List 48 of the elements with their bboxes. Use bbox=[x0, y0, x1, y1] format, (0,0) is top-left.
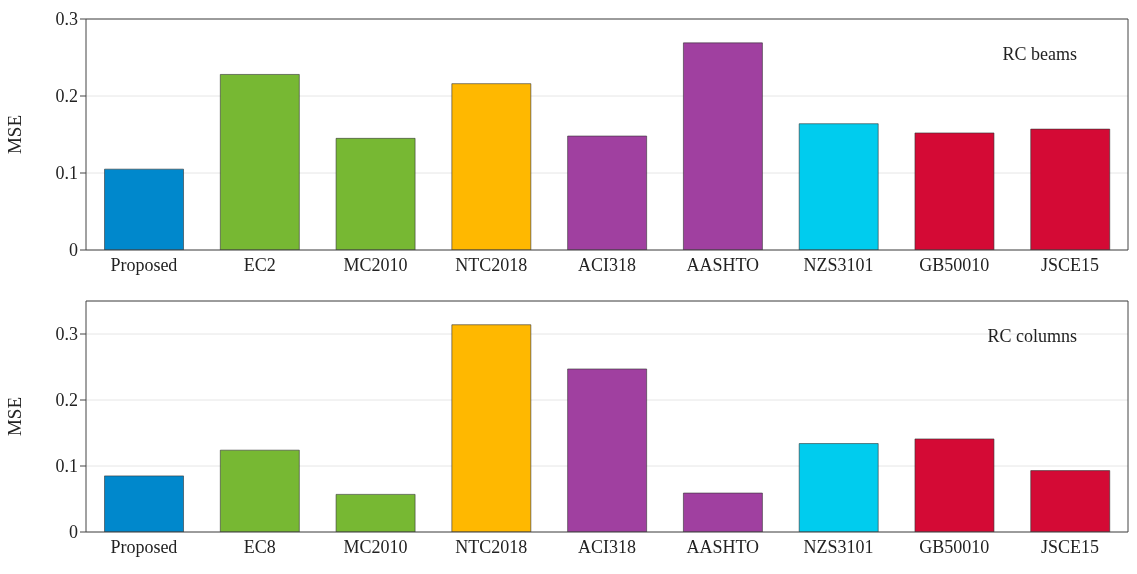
x-tick-label: NZS3101 bbox=[803, 254, 874, 275]
bar bbox=[335, 138, 416, 250]
x-tick-label: AASHTO bbox=[686, 254, 760, 275]
annotation: RC columns bbox=[987, 326, 1077, 347]
x-tick-label: JSCE15 bbox=[1041, 536, 1100, 557]
bar bbox=[798, 123, 879, 250]
x-tick-label: AASHTO bbox=[686, 536, 760, 557]
bar bbox=[451, 83, 532, 250]
y-tick-label: 0.3 bbox=[55, 9, 78, 30]
y-axis-title: MSE bbox=[3, 114, 25, 155]
x-tick-label: NTC2018 bbox=[455, 254, 528, 275]
y-tick-label: 0.1 bbox=[55, 163, 78, 184]
x-tick-label: EC2 bbox=[243, 254, 276, 275]
bar bbox=[104, 475, 184, 532]
x-tick-label: ACI318 bbox=[578, 254, 636, 275]
bar bbox=[914, 132, 995, 250]
y-tick-label: 0.3 bbox=[55, 324, 78, 345]
y-tick-label: 0.1 bbox=[55, 456, 78, 477]
bar bbox=[1030, 128, 1111, 250]
x-tick-label: GB50010 bbox=[919, 254, 990, 275]
y-tick-label: 0 bbox=[69, 240, 78, 261]
x-tick-label: EC8 bbox=[243, 536, 276, 557]
bar bbox=[683, 42, 763, 250]
x-tick-label: Proposed bbox=[110, 536, 178, 557]
y-tick-label: 0 bbox=[69, 522, 78, 543]
x-tick-label: JSCE15 bbox=[1041, 254, 1100, 275]
y-tick-label: 0.2 bbox=[55, 86, 78, 107]
y-tick-label: 0.2 bbox=[55, 390, 78, 411]
bar bbox=[914, 438, 995, 532]
x-tick-label: MC2010 bbox=[343, 254, 408, 275]
y-axis-title: MSE bbox=[3, 396, 25, 437]
bar bbox=[1030, 470, 1111, 532]
bar bbox=[451, 324, 532, 532]
bar bbox=[683, 492, 763, 532]
bar bbox=[220, 74, 300, 250]
x-tick-label: NTC2018 bbox=[455, 536, 528, 557]
bar bbox=[798, 443, 879, 532]
x-tick-label: NZS3101 bbox=[803, 536, 874, 557]
x-tick-label: MC2010 bbox=[343, 536, 408, 557]
bar bbox=[335, 494, 416, 532]
bar bbox=[220, 449, 300, 532]
x-tick-label: ACI318 bbox=[578, 536, 636, 557]
x-tick-label: Proposed bbox=[110, 254, 178, 275]
annotation: RC beams bbox=[1002, 44, 1077, 65]
bar bbox=[567, 368, 647, 532]
bar bbox=[104, 168, 184, 250]
x-tick-label: GB50010 bbox=[919, 536, 990, 557]
bar bbox=[567, 135, 647, 250]
